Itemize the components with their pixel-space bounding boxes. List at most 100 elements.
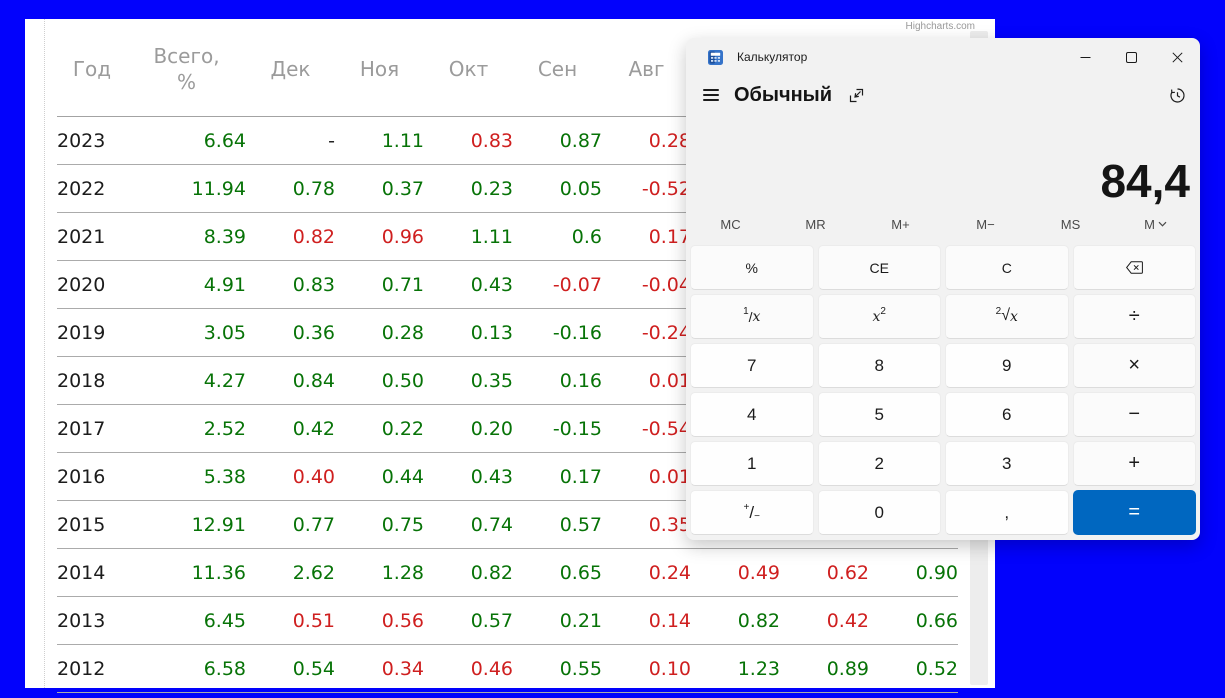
table-cell: 0.28 <box>335 308 424 357</box>
calc-key-multiply[interactable]: × <box>1072 343 1196 388</box>
table-cell: 0.55 <box>513 644 602 693</box>
cell-year: 2017 <box>57 404 127 453</box>
memory-store-button[interactable]: MS <box>1060 216 1081 232</box>
cell-year: 2012 <box>57 644 127 693</box>
chevron-down-icon <box>1158 221 1167 227</box>
cell-year: 2019 <box>57 308 127 357</box>
memory-clear-button[interactable]: MC <box>720 216 741 232</box>
table-cell: 0.52 <box>869 644 958 693</box>
table-cell: 0.83 <box>246 260 335 309</box>
table-cell: 0.01 <box>602 356 691 405</box>
calc-key-backspace[interactable] <box>1072 245 1196 290</box>
calc-key-add[interactable]: + <box>1072 441 1196 486</box>
calc-key-three[interactable]: 3 <box>945 441 1069 486</box>
history-button[interactable] <box>1169 87 1186 104</box>
table-cell: 0.24 <box>602 548 691 597</box>
table-row: 2012 6.58 0.54 0.34 0.46 0.55 0.10 1.23 0.89 0.52 <box>57 644 958 693</box>
table-cell: -0.04 <box>602 260 691 309</box>
calculator-window: Калькулятор Обычный <box>686 38 1200 540</box>
calc-key-six[interactable]: 6 <box>945 392 1069 437</box>
cell-year: 2023 <box>57 116 127 165</box>
calc-key-equals[interactable]: = <box>1072 490 1196 535</box>
memory-row: MC MR M+ M− MS M <box>686 206 1200 242</box>
calc-key-seven[interactable]: 7 <box>690 343 814 388</box>
table-cell: 0.35 <box>602 500 691 549</box>
calculator-app-icon <box>708 49 723 65</box>
calc-key-two[interactable]: 2 <box>817 441 941 486</box>
table-cell: 0.28 <box>602 116 691 165</box>
table-cell: 0.01 <box>602 452 691 501</box>
calc-key-divide[interactable]: ÷ <box>1072 294 1196 339</box>
calc-key-percent[interactable]: % <box>690 245 814 290</box>
column-header: Сен <box>513 21 602 117</box>
table-row: 2013 6.45 0.51 0.56 0.57 0.21 0.14 0.82 0.42 0.66 <box>57 596 958 645</box>
table-cell: -0.24 <box>602 308 691 357</box>
calc-key-square-root[interactable]: 2 √ x <box>945 294 1069 339</box>
table-cell: 8.39 <box>127 212 246 261</box>
close-button[interactable] <box>1154 38 1200 76</box>
table-cell: 0.46 <box>424 644 513 693</box>
calculator-display: 84,4 <box>686 114 1200 206</box>
calc-key-eight[interactable]: 8 <box>817 343 941 388</box>
table-cell: 0.44 <box>335 452 424 501</box>
table-cell: 0.82 <box>691 596 780 645</box>
table-cell: 2.62 <box>246 548 335 597</box>
maximize-button[interactable] <box>1108 38 1154 76</box>
hamburger-icon <box>703 89 719 91</box>
table-cell: 0.17 <box>513 452 602 501</box>
table-cell: 2.52 <box>127 404 246 453</box>
table-cell: 0.57 <box>424 596 513 645</box>
memory-recall-button[interactable]: MR <box>805 216 826 232</box>
keep-on-top-button[interactable] <box>848 87 865 104</box>
table-cell: 1.23 <box>691 644 780 693</box>
calc-key-subtract[interactable]: − <box>1072 392 1196 437</box>
calc-key-negate[interactable]: + / − <box>690 490 814 535</box>
calc-key-one[interactable]: 1 <box>690 441 814 486</box>
calc-key-clear[interactable]: C <box>945 245 1069 290</box>
calc-key-zero[interactable]: 0 <box>817 490 941 535</box>
table-cell: 0.42 <box>780 596 869 645</box>
calculator-mode-label: Обычный <box>734 83 833 106</box>
menu-button[interactable] <box>696 80 726 110</box>
table-cell: 0.89 <box>780 644 869 693</box>
table-cell: 1.28 <box>335 548 424 597</box>
memory-subtract-button[interactable]: M− <box>976 216 995 232</box>
table-cell: 4.91 <box>127 260 246 309</box>
table-cell: 0.16 <box>513 356 602 405</box>
calc-key-nine[interactable]: 9 <box>945 343 1069 388</box>
backspace-icon <box>1125 261 1143 274</box>
table-cell: 0.54 <box>246 644 335 693</box>
calculator-navrow: Обычный <box>686 76 1200 114</box>
history-icon <box>1170 87 1185 103</box>
calc-key-decimal[interactable]: , <box>945 490 1069 535</box>
calc-key-four[interactable]: 4 <box>690 392 814 437</box>
column-header: Год <box>57 21 127 117</box>
column-header: Дек <box>246 21 335 117</box>
calc-key-reciprocal[interactable]: 1/x <box>690 294 814 339</box>
minimize-button[interactable] <box>1062 38 1108 76</box>
table-cell: 0.51 <box>246 596 335 645</box>
table-cell: 0.20 <box>424 404 513 453</box>
table-cell: 12.91 <box>127 500 246 549</box>
table-row: 2014 11.36 2.62 1.28 0.82 0.65 0.24 0.49 0.62 0.9… <box>57 548 958 597</box>
table-cell: 0.21 <box>513 596 602 645</box>
table-cell: -0.15 <box>513 404 602 453</box>
calc-key-five[interactable]: 5 <box>817 392 941 437</box>
table-cell: 0.57 <box>513 500 602 549</box>
table-cell: -0.52 <box>602 164 691 213</box>
cell-year: 2021 <box>57 212 127 261</box>
table-cell: 0.62 <box>780 548 869 597</box>
calculator-window-title: Калькулятор <box>737 50 808 64</box>
table-cell: 0.14 <box>602 596 691 645</box>
table-cell: 0.74 <box>424 500 513 549</box>
table-cell: 0.17 <box>602 212 691 261</box>
table-cell: 5.38 <box>127 452 246 501</box>
calc-key-clear-entry[interactable]: CE <box>817 245 941 290</box>
minimize-icon <box>1080 56 1090 58</box>
memory-flyout-button[interactable]: M <box>1113 217 1198 232</box>
table-cell: 0.78 <box>246 164 335 213</box>
table-cell: 0.56 <box>335 596 424 645</box>
memory-add-button[interactable]: M+ <box>891 216 910 232</box>
table-cell: 0.84 <box>246 356 335 405</box>
